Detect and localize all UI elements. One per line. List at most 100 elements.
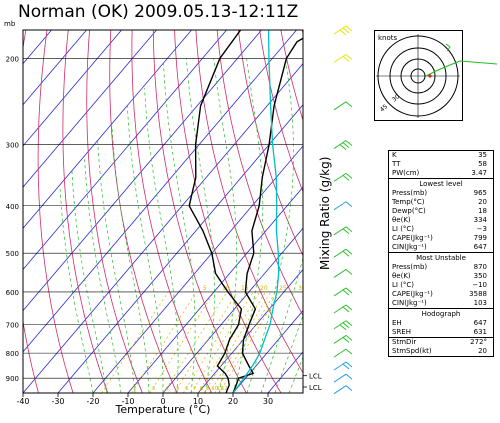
dry-adiabat	[0, 30, 5, 393]
temp-tick-label: 30	[263, 397, 273, 406]
wind-barb-flag	[345, 335, 353, 341]
wind-barb-flag	[345, 248, 353, 255]
moist-adiabat	[84, 158, 122, 393]
pressure-tick-label: 200	[6, 55, 19, 63]
wind-barb-shaft	[333, 269, 347, 278]
temp-tick-label: -40	[16, 397, 29, 406]
hodo-row: SREH 631	[392, 328, 487, 336]
hodograph-header: Hodograph	[389, 308, 493, 319]
lowest-level-header: Lowest level	[389, 178, 493, 189]
index-row: K 35	[389, 151, 493, 160]
index-row: TT 58	[389, 160, 493, 169]
temperature-profile	[232, 37, 303, 393]
isotherm-line	[23, 30, 157, 188]
wind-barb-shaft	[333, 248, 347, 258]
moist-adiabat	[288, 356, 303, 393]
mixing-ratio-tick-label: 12	[221, 386, 227, 392]
unstable-row: θe(K) 350	[392, 272, 487, 280]
unstable-row: CAPE(Jkg⁻¹) 3588	[392, 290, 487, 298]
isotherm-line	[162, 227, 303, 393]
lowest-row: CAPE(Jkg⁻¹) 799	[392, 234, 487, 242]
mixing-ratio-marker-label: 5	[203, 285, 207, 292]
temp-tick-label: -10	[121, 397, 134, 406]
wind-barb-flag	[345, 287, 353, 294]
wind-barb-flag	[345, 201, 353, 208]
mixing-ratio-tick-label: 5	[176, 386, 179, 392]
mixing-ratio-line	[101, 291, 169, 393]
index-value: 3.47	[471, 169, 487, 177]
index-key: K	[392, 151, 397, 159]
isotherm-line	[127, 186, 303, 393]
wind-barb-flag	[345, 172, 353, 179]
index-row: PW(cm) 3.47	[389, 169, 493, 178]
wind-barb-shaft	[333, 334, 347, 344]
wind-barb-shaft	[333, 201, 347, 211]
hodograph-ring-label: 45	[379, 103, 389, 113]
temp-tick-label: 10	[193, 397, 203, 406]
wind-barb-shaft	[333, 304, 347, 314]
wind-barb-flag	[345, 348, 353, 355]
pressure-tick-label: 500	[6, 250, 19, 258]
pressure-tick-label: 300	[6, 142, 19, 150]
temp-tick-label: 20	[228, 397, 238, 406]
dry-adiabat	[216, 30, 303, 317]
wind-barb-shaft	[333, 226, 347, 236]
mixing-ratio-tick-label: 1	[104, 386, 107, 392]
chart-title: Norman (OK) 2009.05.13-12:11Z	[18, 2, 299, 22]
wind-barb-flag	[339, 144, 347, 150]
wind-barb-shaft	[333, 361, 347, 371]
lowest-row: Temp(°C) 20	[392, 198, 487, 206]
pressure-tick-label: 900	[6, 375, 19, 383]
dry-adiabat	[86, 30, 143, 393]
moist-adiabat	[260, 257, 303, 393]
wind-barb-shaft	[333, 172, 347, 182]
wind-barb-flag	[342, 363, 350, 370]
dry-adiabat	[62, 30, 109, 393]
mixing-ratio-tick-label: 11	[217, 386, 223, 392]
lowest-row: CIN(Jkg⁻¹) 647	[392, 243, 487, 251]
mixing-ratio-line	[131, 291, 197, 393]
lowest-row: θe(K) 334	[392, 216, 487, 224]
wind-barb-flag	[339, 324, 347, 331]
unstable-row: LI (°C) −10	[392, 281, 487, 289]
moist-adiabat	[213, 58, 238, 393]
most-unstable-header: Most Unstable	[389, 252, 493, 263]
pressure-tick-label: 600	[6, 289, 19, 297]
wind-barb-flag	[345, 140, 353, 146]
index-key: TT	[392, 160, 401, 168]
wind-barb-flag	[342, 142, 350, 148]
moist-adiabat	[274, 314, 303, 393]
isotherm-line	[232, 310, 303, 393]
wind-barb-flag	[345, 54, 353, 60]
isotherm-line	[23, 30, 87, 106]
index-key: PW(cm)	[392, 169, 420, 177]
isotherm-line	[23, 30, 262, 312]
dry-adiabat	[195, 30, 303, 374]
mixing-ratio-tick-label: 6	[185, 386, 188, 392]
wind-barb-shaft	[333, 373, 347, 383]
temperature-axis-label: Temperature (°C)	[115, 403, 211, 416]
isotherm-line	[92, 145, 303, 393]
pressure-tick-label: 400	[6, 203, 19, 211]
wind-barb-flag	[342, 27, 350, 34]
wind-barb-flag	[345, 226, 353, 233]
lowest-row: Dewp(°C) 18	[392, 207, 487, 215]
wind-barb-flag	[342, 322, 350, 329]
isotherm-line	[23, 30, 227, 271]
isotherm-line	[197, 268, 303, 393]
dry-adiabat	[238, 30, 303, 257]
wind-barb-flag	[345, 304, 353, 311]
moist-adiabat	[127, 105, 164, 393]
wind-barb-flag	[345, 361, 353, 368]
dry-adiabat	[259, 30, 303, 193]
wind-barb-shaft	[333, 53, 347, 63]
moist-adiabat	[163, 63, 196, 393]
index-value: 58	[478, 160, 487, 168]
mixing-ratio-marker-label: 20	[260, 285, 268, 292]
mixing-ratio-tick-label: 10	[212, 386, 218, 392]
wind-barb-shaft	[333, 385, 347, 395]
wind-barb-flag	[345, 25, 353, 32]
